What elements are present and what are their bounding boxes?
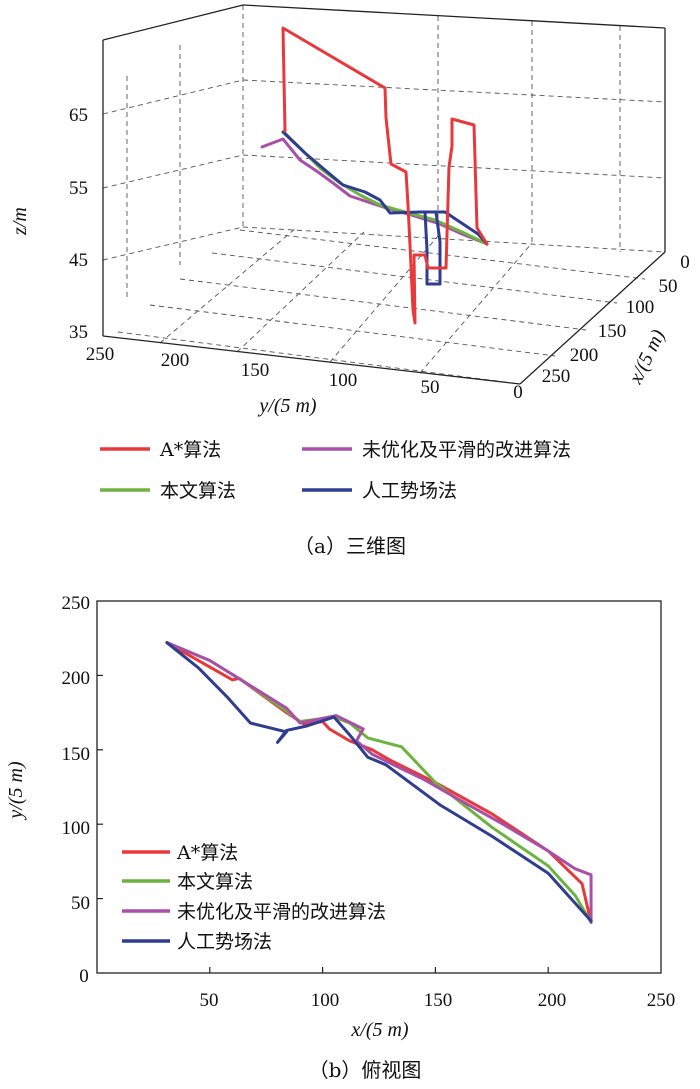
series-line-unoptimized — [165, 641, 593, 924]
caption-a: （a）三维图 — [294, 534, 406, 558]
y3d-tick-50: 50 — [421, 377, 440, 398]
z-tick-55: 55 — [69, 178, 88, 199]
tick-y-100: 100 — [62, 818, 91, 839]
trajectories-3d — [260, 26, 489, 325]
z-tick-65: 65 — [69, 105, 88, 126]
z-axis-ticks: 65 55 45 35 — [69, 105, 88, 343]
z-tick-35: 35 — [69, 322, 88, 343]
legend-top-view: A*算法 本文算法 未优化及平滑的改进算法 人工势场法 — [122, 842, 386, 953]
top-view-series — [165, 641, 593, 924]
legend-3d-label-unoptimized: 未优化及平滑的改进算法 — [362, 439, 571, 461]
y-axis-ticks-3d: 250 200 150 100 50 — [86, 344, 440, 398]
legend-label-astar: A*算法 — [176, 842, 238, 864]
legend-3d-label-apf: 人工势场法 — [362, 480, 457, 502]
series-3d-proposed — [283, 131, 489, 246]
y3d-tick-100: 100 — [329, 370, 358, 391]
x-axis-ticks-3d: 0 50 100 150 200 250 0 — [513, 252, 690, 403]
z-axis-label: z/m — [9, 207, 31, 236]
axis-ticks-top-view — [97, 674, 549, 973]
legend-label-apf: 人工势场法 — [177, 931, 272, 953]
y-axis-label: y/(5 m) — [5, 761, 27, 821]
x3d-tick-100: 100 — [626, 297, 655, 318]
tick-x-150: 150 — [424, 990, 453, 1011]
tick-y-250: 250 — [62, 593, 91, 614]
y-axis-label-3d: y/(5 m) — [257, 395, 317, 417]
y3d-tick-150: 150 — [241, 360, 270, 381]
series-3d-astar — [281, 26, 489, 325]
legend-3d: A*算法 未优化及平滑的改进算法 本文算法 人工势场法 — [100, 439, 571, 502]
grid-3d — [102, 5, 666, 385]
z-tick-45: 45 — [69, 250, 88, 271]
series-line-apf — [165, 641, 593, 923]
caption-b: （b）俯视图 — [309, 1058, 422, 1082]
tick-y-50: 50 — [71, 893, 90, 914]
x-axis-label: x/(5 m) — [350, 1019, 409, 1041]
y3d-tick-200: 200 — [161, 350, 190, 371]
x-axis-label-3d: x/(5 m) — [624, 326, 669, 388]
x3d-tick-250: 250 — [542, 366, 571, 387]
y3d-tick-250: 250 — [86, 344, 115, 365]
legend-3d-label-proposed: 本文算法 — [160, 480, 236, 502]
panel-top-view: 0 50 100 150 200 250 50 100 150 200 250 … — [5, 593, 675, 1082]
x3d-tick-50: 50 — [659, 276, 678, 297]
axes-box-3d — [102, 4, 666, 385]
tick-y-200: 200 — [62, 668, 91, 689]
x3d-tick-0: 0 — [680, 252, 690, 273]
tick-x-200: 200 — [538, 990, 567, 1011]
tick-x-250: 250 — [647, 990, 676, 1011]
tick-x-100: 100 — [311, 990, 340, 1011]
legend-label-proposed: 本文算法 — [177, 871, 253, 893]
tick-y-150: 150 — [62, 744, 91, 765]
tick-x-50: 50 — [200, 990, 219, 1011]
legend-label-unoptimized: 未优化及平滑的改进算法 — [177, 901, 386, 923]
plot-area-frame — [96, 600, 662, 974]
x3d-tick-200: 200 — [570, 345, 599, 366]
panel-3d: 65 55 45 35 z/m 250 200 150 100 50 y/(5 … — [9, 4, 690, 558]
series-3d-apf — [281, 130, 489, 246]
legend-3d-label-astar: A*算法 — [159, 439, 221, 461]
x3d-tick-150: 150 — [598, 321, 627, 342]
series-3d-apf-drop — [423, 210, 442, 286]
x3d-tick-0-corner: 0 — [513, 382, 523, 403]
tick-x-0: 0 — [79, 966, 89, 987]
